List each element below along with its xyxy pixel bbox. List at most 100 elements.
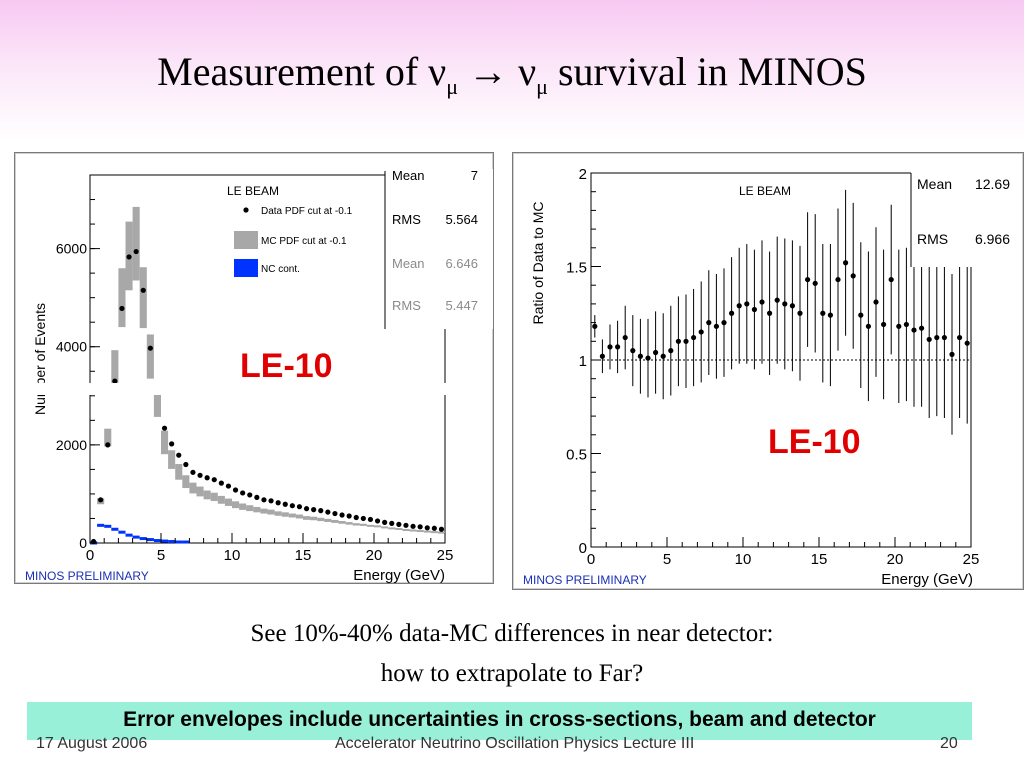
ratio-point (683, 338, 689, 344)
data-point (311, 507, 317, 513)
mc-band-bin (274, 511, 282, 516)
beam-label: LE BEAM (227, 184, 279, 198)
ratio-point (622, 334, 628, 341)
nc-bin (125, 533, 133, 537)
y-tick-label: 2 (579, 166, 587, 183)
stats-key: Mean (392, 256, 425, 271)
legend-data-marker (243, 207, 249, 213)
ratio-point (919, 325, 925, 331)
title-subscript-1: μ (446, 74, 459, 99)
caption-line-2: how to extrapolate to Far? (380, 660, 644, 687)
ratio-point (751, 306, 757, 313)
data-point (438, 526, 445, 532)
ratio-point (698, 329, 704, 335)
data-point (396, 521, 402, 527)
x-axis-label: Energy (GeV) (881, 571, 973, 588)
beam-label: LE BEAM (739, 184, 791, 198)
y-tick-label: 6000 (56, 241, 87, 257)
mc-band-bin (196, 486, 204, 497)
data-point (133, 248, 139, 255)
mc-band-bin (345, 522, 353, 525)
nc-bin (161, 539, 169, 543)
y-axis-label: Ratio of Data to MC (530, 202, 546, 325)
ratio-point (881, 321, 887, 328)
ratio-point (827, 312, 833, 318)
mc-band-bin (104, 428, 112, 447)
legend-mc-marker (234, 231, 258, 249)
data-point (190, 469, 196, 475)
ratio-point (630, 348, 636, 354)
data-point (218, 480, 224, 486)
title-subscript-2: μ (536, 74, 548, 99)
title-part-1: Measurement of ν (157, 49, 447, 94)
data-point (275, 500, 281, 506)
ratio-point (615, 344, 621, 350)
stats-box (911, 171, 1019, 267)
mc-band-bin (146, 334, 154, 379)
nc-bin (182, 540, 190, 544)
ratio-point (767, 310, 773, 316)
ratio-point (858, 312, 864, 318)
ratio-plot-panel: 0 5 10 15 20 25 0 0.5 1 1.5 2 Energy (GeV) Ratio of … (512, 152, 1024, 590)
x-tick-label: 20 (887, 551, 904, 568)
ratio-point (865, 323, 871, 329)
mc-band-bin (388, 527, 396, 530)
mc-band-bin (232, 501, 240, 509)
mc-band-bin (246, 505, 254, 512)
ratio-point (706, 320, 712, 326)
data-point (417, 524, 423, 530)
data-mc-ratio-plot: 0 5 10 15 20 25 0 0.5 1 1.5 2 Energy (GeV) Ratio of … (523, 166, 1019, 588)
mc-band-bin (139, 267, 147, 329)
data-point (140, 287, 146, 293)
data-point (353, 514, 359, 521)
mc-band-bin (224, 498, 232, 506)
data-point (105, 442, 111, 448)
ratio-point (645, 355, 651, 361)
legend-data-label: Data PDF cut at -0.1 (261, 206, 353, 217)
nc-bin (139, 537, 147, 541)
ratio-point (721, 320, 727, 326)
ratio-point (592, 323, 598, 329)
mc-band-bin (409, 529, 417, 532)
mc-band-bin (281, 512, 289, 517)
title-arrow: → ν (458, 49, 537, 94)
mc-band-bin (416, 530, 424, 533)
mc-band-bin (161, 430, 169, 455)
y-tick-label: 4000 (56, 339, 87, 355)
ratio-point (729, 310, 735, 316)
ratio-point (926, 336, 932, 343)
mc-band-bin (437, 531, 445, 534)
mc-band-bin (338, 521, 346, 524)
nc-bin (146, 538, 154, 542)
x-tick-label: 0 (587, 551, 595, 568)
ratio-point (744, 301, 750, 307)
ratio-point (812, 280, 818, 286)
ratio-point (713, 323, 719, 329)
footer-date: 17 August 2006 (36, 735, 148, 752)
y-tick-label: 0.5 (566, 447, 587, 464)
ratio-point (668, 348, 674, 354)
ratio-point (797, 310, 803, 316)
x-tick-label: 5 (663, 551, 671, 568)
data-point (204, 475, 210, 481)
mc-band-bin (210, 492, 218, 502)
le-10-label-left: LE-10 (240, 347, 333, 385)
stats-box (385, 169, 493, 329)
ratio-point (653, 349, 659, 356)
ratio-point (820, 310, 826, 316)
nc-bin (111, 527, 119, 531)
mc-band-bin (288, 513, 296, 518)
ratio-point (736, 303, 742, 309)
ratio-point (660, 353, 666, 359)
data-point (431, 525, 437, 531)
ratio-point (774, 297, 780, 303)
data-point (126, 254, 132, 260)
ratio-point (934, 334, 940, 341)
ratio-point (599, 353, 605, 359)
mc-band-bin (402, 528, 410, 531)
data-point (147, 345, 153, 351)
data-point (318, 508, 324, 514)
stats-key: RMS (392, 212, 421, 227)
mc-band-bin (267, 509, 275, 515)
mc-band-bin (168, 450, 176, 469)
